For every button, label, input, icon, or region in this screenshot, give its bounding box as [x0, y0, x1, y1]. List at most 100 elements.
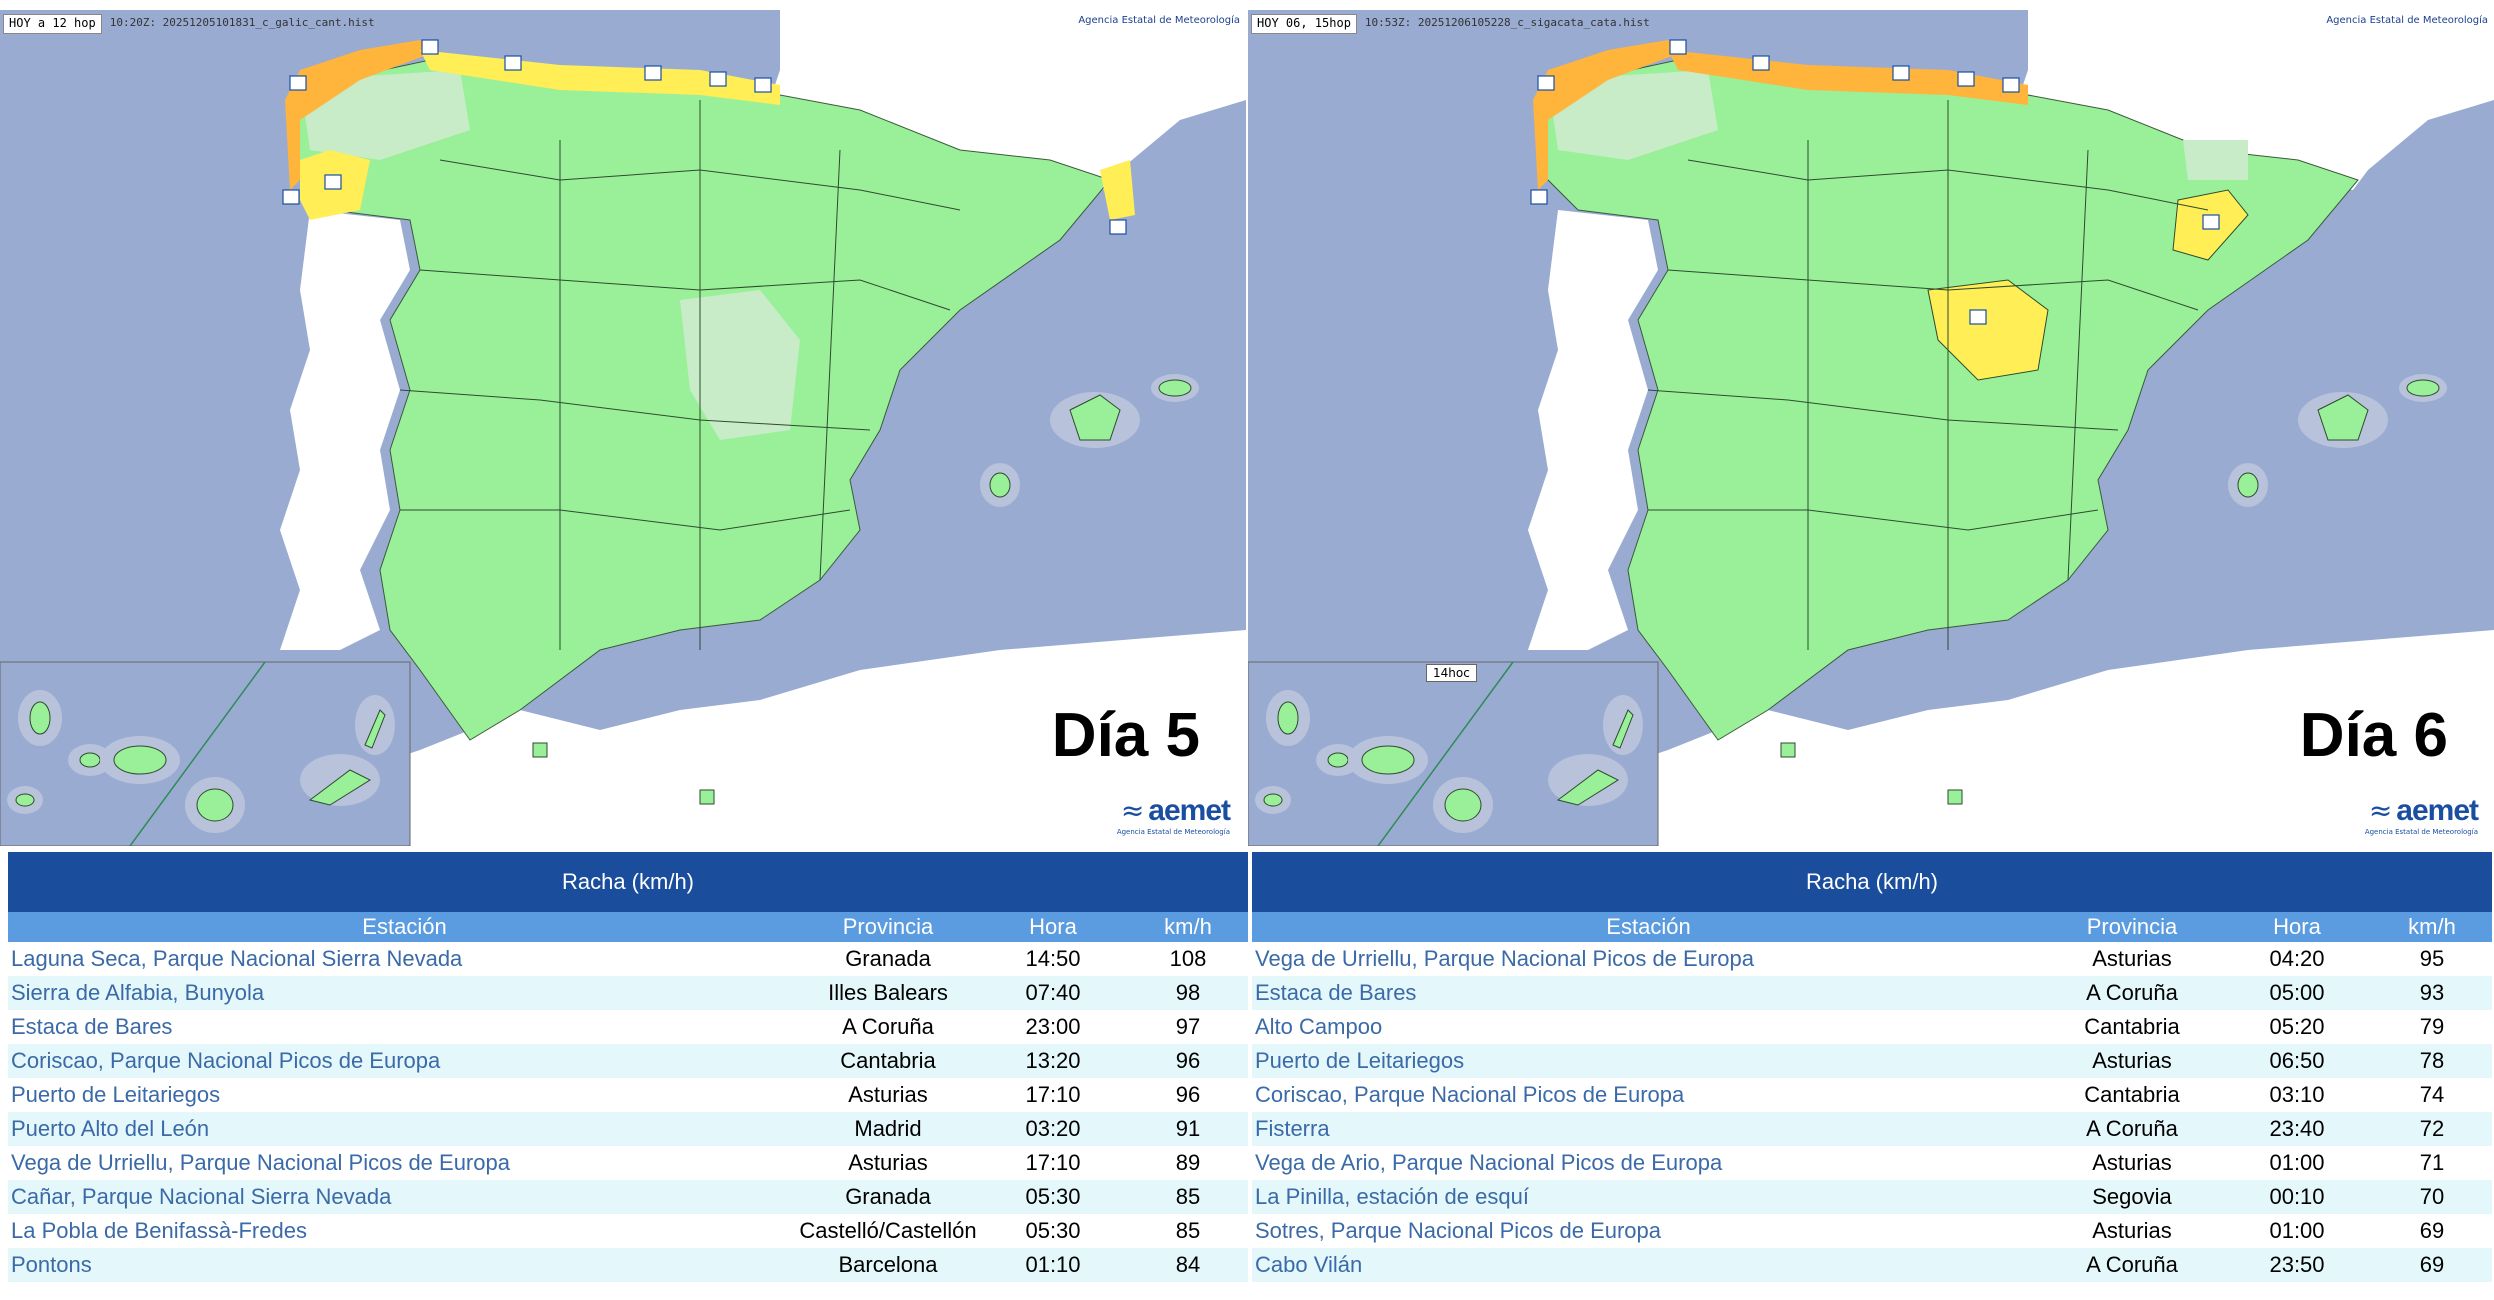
province-cell: Cantabria — [840, 1048, 936, 1073]
province-cell: Illes Balears — [828, 980, 948, 1005]
header-kmh: km/h — [1164, 914, 1212, 939]
header-kmh: km/h — [2408, 914, 2456, 939]
hour-cell: 23:40 — [2269, 1116, 2325, 1141]
wave-warning-icons — [282, 39, 1127, 235]
header-station: Estación — [362, 914, 447, 939]
table-row: Pontons Barcelona 01:10 84 — [8, 1248, 1248, 1282]
table-row: Fisterra A Coruña 23:40 72 — [1252, 1112, 2492, 1146]
station-link[interactable]: Cañar, Parque Nacional Sierra Nevada — [11, 1184, 392, 1209]
aemet-subtitle: Agencia Estatal de Meteorología — [2364, 828, 2478, 836]
melilla-marker — [699, 789, 715, 805]
province-cell: Asturias — [2092, 1150, 2172, 1175]
aemet-swirl-icon: ≈ — [2368, 794, 2393, 827]
kmh-cell: 85 — [1175, 1184, 1201, 1209]
light-province-north — [300, 70, 470, 160]
station-link[interactable]: Sierra de Alfabia, Bunyola — [11, 980, 265, 1005]
province-cell: Granada — [845, 1184, 931, 1209]
hour-cell: 23:00 — [1025, 1014, 1081, 1039]
inset-time-tag: 14hoc — [1426, 664, 1477, 682]
hour-cell: 05:30 — [1025, 1218, 1081, 1243]
table-row: Cañar, Parque Nacional Sierra Nevada Gran… — [8, 1180, 1248, 1214]
kmh-cell: 95 — [2419, 946, 2445, 971]
table-row: Vega de Urriellu, Parque Nacional Picos … — [8, 1146, 1248, 1180]
kmh-cell: 78 — [2419, 1048, 2445, 1073]
station-link[interactable]: Sotres, Parque Nacional Picos de Europa — [1255, 1218, 1662, 1243]
station-link[interactable]: La Pinilla, estación de esquí — [1255, 1184, 1529, 1209]
orange-coast-band — [285, 40, 440, 190]
table-header: Estación Provincia Hora km/h — [1252, 912, 2492, 942]
station-link[interactable]: Fisterra — [1255, 1116, 1330, 1141]
station-link[interactable]: Puerto de Leitariegos — [11, 1082, 221, 1107]
province-cell: Granada — [845, 946, 931, 971]
africa-land — [1578, 630, 2494, 846]
kmh-cell: 71 — [2419, 1150, 2445, 1175]
header-province: Provincia — [842, 914, 934, 939]
hour-cell: 14:50 — [1025, 946, 1081, 971]
station-link[interactable]: Estaca de Bares — [1255, 980, 1417, 1005]
map-panel-day6: HOY 06, 15hop 10:53Z: 20251206105228_c_s… — [1248, 10, 2494, 846]
hour-cell: 17:10 — [1025, 1082, 1081, 1107]
warning-map-day5 — [0, 10, 1246, 846]
table-row: Alto Campoo Cantabria 05:20 79 — [1252, 1010, 2492, 1044]
station-link[interactable]: Puerto Alto del León — [11, 1116, 210, 1141]
table-row: La Pinilla, estación de esquí Segovia 00:1… — [1252, 1180, 2492, 1214]
day-label: Día 6 — [2299, 701, 2448, 770]
station-link[interactable]: Alto Campoo — [1255, 1014, 1383, 1039]
station-link[interactable]: Vega de Urriellu, Parque Nacional Picos … — [1255, 946, 1754, 971]
station-link[interactable]: Vega de Ario, Parque Nacional Picos de E… — [1255, 1150, 1723, 1175]
station-link[interactable]: Pontons — [11, 1252, 92, 1277]
province-cell: A Coruña — [2086, 1116, 2178, 1141]
station-link[interactable]: Estaca de Bares — [11, 1014, 173, 1039]
warning-map-day6 — [1248, 10, 2494, 846]
province-cell: Asturias — [848, 1082, 928, 1107]
province-borders — [399, 100, 961, 650]
light-province-center — [680, 290, 800, 440]
map-header: HOY 06, 15hop 10:53Z: 20251206105228_c_s… — [1251, 14, 1654, 34]
kmh-cell: 91 — [1175, 1116, 1201, 1141]
hour-cell: 07:40 — [1025, 980, 1081, 1005]
kmh-cell: 89 — [1175, 1150, 1201, 1175]
kmh-cell: 93 — [2419, 980, 2445, 1005]
table-row: Laguna Seca, Parque Nacional Sierra Neva… — [8, 942, 1248, 976]
kmh-cell: 74 — [2419, 1082, 2445, 1107]
province-cell: A Coruña — [2086, 980, 2178, 1005]
station-link[interactable]: Cabo Vilán — [1255, 1252, 1363, 1277]
portugal-land — [1528, 210, 1658, 650]
province-cell: Segovia — [2092, 1184, 2172, 1209]
station-link[interactable]: Coriscao, Parque Nacional Picos de Europ… — [11, 1048, 441, 1073]
orange-coast-band — [1533, 40, 1688, 190]
canary-inset — [1248, 661, 1659, 846]
kmh-cell: 69 — [2419, 1218, 2445, 1243]
header-hour: Hora — [1029, 914, 1077, 939]
balearic-islands — [2228, 374, 2447, 507]
header-station: Estación — [1606, 914, 1691, 939]
day-label: Día 5 — [1051, 701, 1200, 770]
hour-cell: 01:00 — [2269, 1218, 2325, 1243]
station-link[interactable]: La Pobla de Benifassà-Fredes — [11, 1218, 307, 1243]
table-row: Puerto de Leitariegos Asturias 17:10 96 — [8, 1078, 1248, 1112]
hour-cell: 05:00 — [2269, 980, 2325, 1005]
map-time-tag: HOY 06, 15hop — [1251, 14, 1357, 34]
yellow-coast-band-east — [1100, 160, 1135, 220]
province-cell: Madrid — [854, 1116, 922, 1141]
yellow-province-central — [1927, 279, 2049, 381]
hour-cell: 03:10 — [2269, 1082, 2325, 1107]
hour-cell: 13:20 — [1025, 1048, 1081, 1073]
rain-warning-icons — [1969, 214, 2220, 325]
station-link[interactable]: Laguna Seca, Parque Nacional Sierra Neva… — [11, 946, 463, 971]
province-cell: Barcelona — [838, 1252, 938, 1277]
kmh-cell: 108 — [1169, 946, 1207, 971]
province-cell: Asturias — [2092, 946, 2172, 971]
hour-cell: 00:10 — [2269, 1184, 2325, 1209]
table-row: Puerto Alto del León Madrid 03:20 91 — [8, 1112, 1248, 1146]
table-row: Estaca de Bares A Coruña 05:00 93 — [1252, 976, 2492, 1010]
aemet-wordmark: aemet — [2396, 794, 2479, 827]
agency-credit: Agencia Estatal de Meteorología — [2326, 15, 2488, 26]
station-link[interactable]: Puerto de Leitariegos — [1255, 1048, 1465, 1073]
station-link[interactable]: Coriscao, Parque Nacional Picos de Europ… — [1255, 1082, 1685, 1107]
kmh-cell: 98 — [1175, 980, 1201, 1005]
hour-cell: 05:20 — [2269, 1014, 2325, 1039]
province-cell: Cantabria — [2084, 1082, 2180, 1107]
province-borders — [1647, 100, 2209, 650]
station-link[interactable]: Vega de Urriellu, Parque Nacional Picos … — [11, 1150, 510, 1175]
